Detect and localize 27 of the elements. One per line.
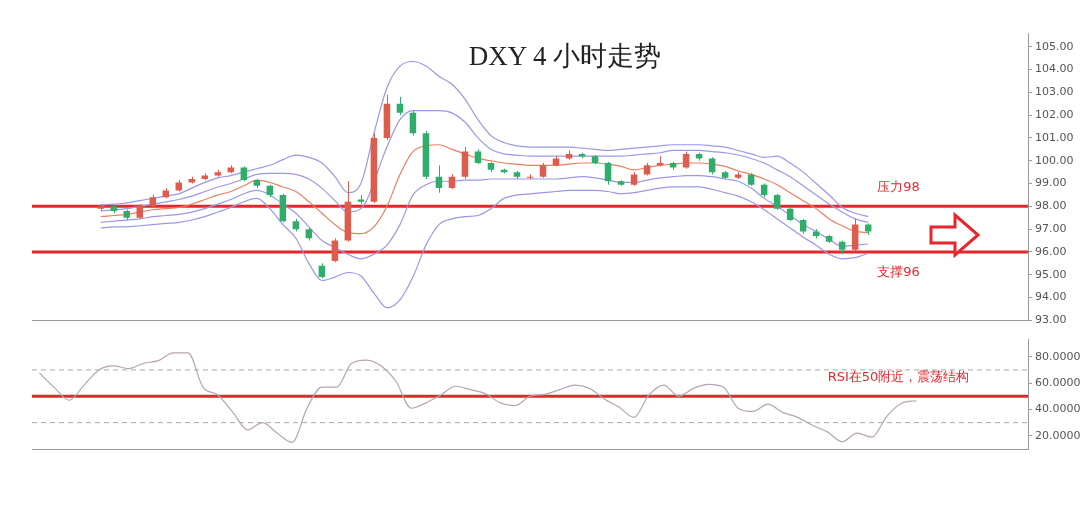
ref-line-label: 支撑96 xyxy=(877,263,920,279)
line-series xyxy=(100,186,869,309)
y-tick-label: 102.00 xyxy=(1035,107,1074,121)
candlestick xyxy=(97,203,105,212)
y-tick-label: 99.00 xyxy=(1035,176,1067,190)
y-tick-label: 98.00 xyxy=(1035,199,1067,213)
y-tick-label: 103.00 xyxy=(1035,85,1074,99)
y-tick-label: 95.00 xyxy=(1035,267,1067,281)
y-tick-label: 100.00 xyxy=(1035,153,1074,167)
y-tick-label: 20.0000 xyxy=(1035,428,1080,442)
ref-line-label: 压力98 xyxy=(877,179,920,195)
candlestick xyxy=(617,179,625,187)
y-tick-label: 105.00 xyxy=(1035,39,1074,53)
y-tick-label: 101.00 xyxy=(1035,130,1074,144)
line-series xyxy=(38,352,918,444)
y-tick-label: 80.0000 xyxy=(1035,349,1080,363)
y-tick-label: 104.00 xyxy=(1035,62,1074,76)
candlestick xyxy=(214,169,222,178)
candlestick xyxy=(734,171,742,180)
y-tick-label: 97.00 xyxy=(1035,222,1067,236)
y-tick-label: 40.0000 xyxy=(1035,402,1080,416)
y-tick-label: 94.00 xyxy=(1035,290,1067,304)
ref-line-label: RSI在50附近，震荡结构 xyxy=(827,369,970,385)
y-tick-label: 93.00 xyxy=(1035,313,1067,327)
chart-title: DXY 4 小时走势 xyxy=(467,40,663,73)
y-tick-label: 96.00 xyxy=(1035,244,1067,258)
y-tick-label: 60.0000 xyxy=(1035,375,1080,389)
